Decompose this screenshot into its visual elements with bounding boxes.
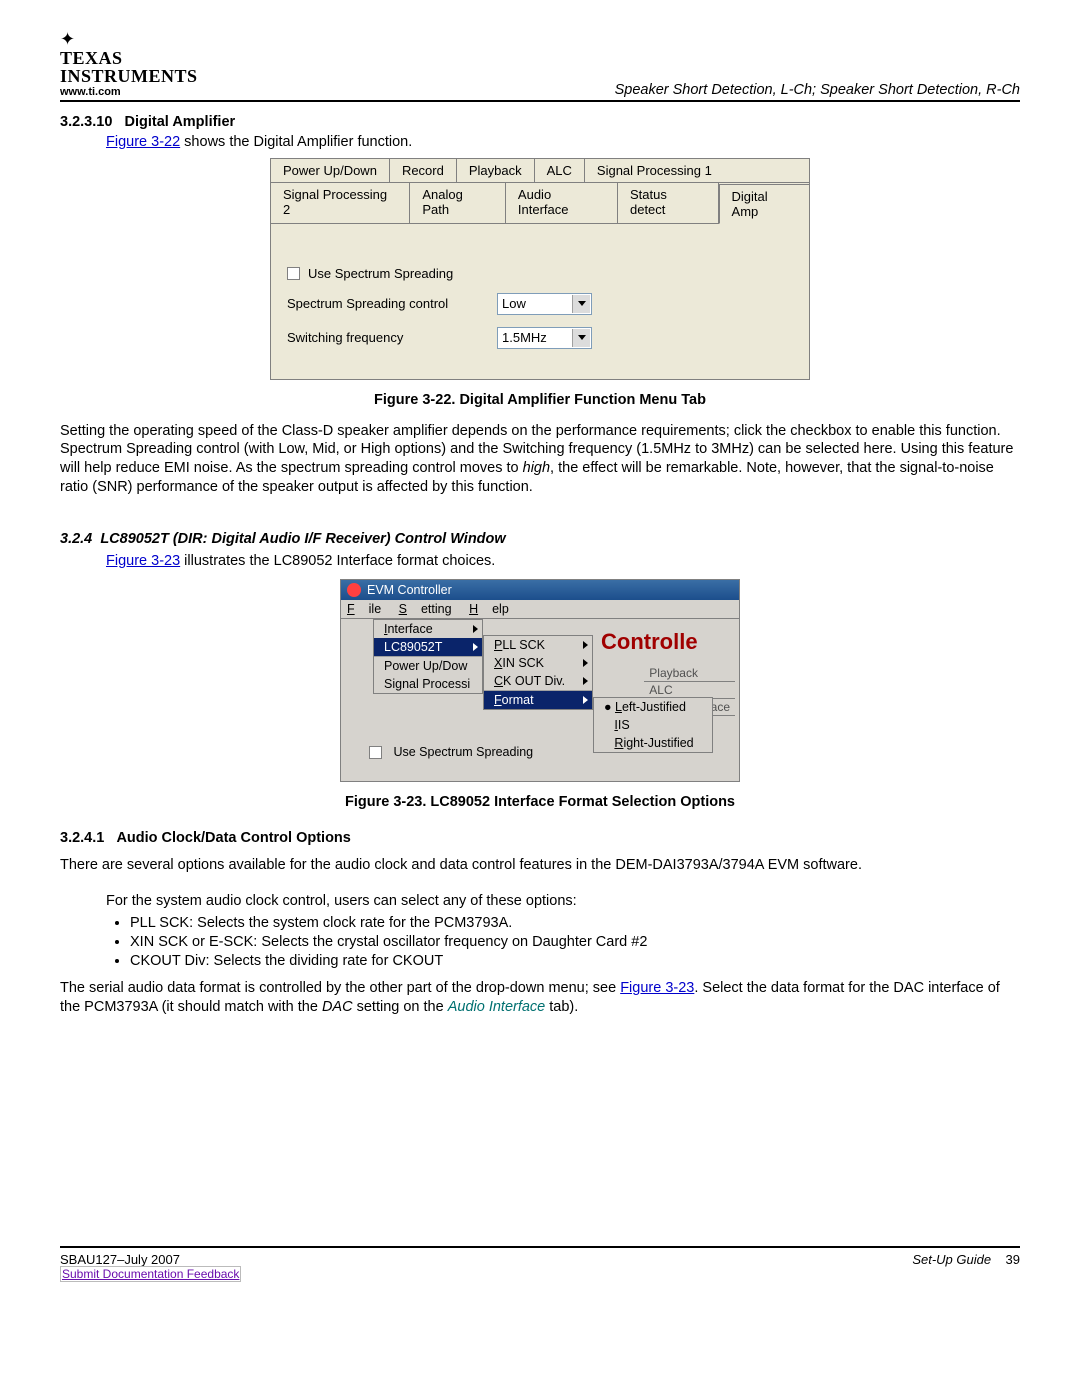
tab-sp2[interactable]: Signal Processing 2 — [271, 183, 410, 223]
page-number: 39 — [1006, 1252, 1020, 1267]
format-submenu: ● Left-Justified IIS Right-Justified — [593, 697, 713, 753]
tab-status[interactable]: Status detect — [618, 183, 719, 223]
audio-interface-emphasis: Audio Interface — [448, 999, 546, 1015]
page-header: ✦ TEXAS INSTRUMENTS www.ti.com Speaker S… — [60, 30, 1020, 102]
menu-help[interactable]: Help — [469, 602, 509, 616]
mi-lc89052t[interactable]: LC89052T — [374, 638, 482, 656]
spreading-control-row: Spectrum Spreading control Low — [287, 293, 793, 315]
window-body: Controlle Playback ALC Audio Interface I… — [341, 619, 739, 781]
tab-playback[interactable]: Playback — [457, 159, 535, 182]
figure-3-23-link-2[interactable]: Figure 3-23 — [620, 980, 694, 996]
app-icon — [347, 583, 361, 597]
section-number: 3.2.4.1 — [60, 830, 104, 846]
mi-xin-sck[interactable]: XIN SCK — [484, 654, 592, 672]
spectrum-spreading-checkbox[interactable] — [287, 267, 300, 280]
setting-menu: Interface LC89052T Power Up/Dow Signal P… — [373, 619, 483, 694]
digital-amp-tab-panel: Power Up/Down Record Playback ALC Signal… — [270, 158, 810, 380]
mi-iis[interactable]: IIS — [594, 716, 712, 734]
spreading-control-label: Spectrum Spreading control — [287, 296, 497, 311]
tab-digital-amp[interactable]: Digital Amp — [719, 184, 809, 224]
para-3241-3: The serial audio data format is controll… — [60, 979, 1020, 1017]
para-spectrum-spreading: Setting the operating speed of the Class… — [60, 422, 1020, 497]
mi-right-justified[interactable]: Right-Justified — [594, 734, 712, 752]
menu-setting[interactable]: Setting — [399, 602, 452, 616]
spectrum-spreading-checkbox-2[interactable] — [369, 746, 382, 759]
tab-record[interactable]: Record — [390, 159, 457, 182]
switching-freq-value: 1.5MHz — [502, 330, 547, 345]
mi-format[interactable]: Format — [484, 690, 592, 709]
figure-3-22-caption: Figure 3-22. Digital Amplifier Function … — [60, 392, 1020, 408]
mi-pll-sck[interactable]: PLL SCK — [484, 636, 592, 654]
ti-chip-icon: ✦ — [60, 30, 198, 49]
mi-power[interactable]: Power Up/Dow — [374, 656, 482, 675]
section-32310-intro: Figure 3-22 shows the Digital Amplifier … — [106, 134, 1020, 150]
section-number: 3.2.4 — [60, 531, 92, 547]
intro-rest: shows the Digital Amplifier function. — [180, 134, 412, 150]
figure-3-22-link[interactable]: Figure 3-22 — [106, 134, 180, 150]
section-324-heading: 3.2.4 LC89052T (DIR: Digital Audio I/F R… — [60, 531, 1020, 547]
list-item: CKOUT Div: Selects the dividing rate for… — [130, 953, 1020, 969]
clock-options-list: PLL SCK: Selects the system clock rate f… — [106, 915, 1020, 969]
page-footer: SBAU127–July 2007 Submit Documentation F… — [60, 1246, 1020, 1281]
submit-feedback-link[interactable]: Submit Documentation Feedback — [60, 1266, 241, 1282]
bg-title: Controlle — [601, 629, 698, 655]
tab-row-1: Power Up/Down Record Playback ALC Signal… — [271, 159, 809, 183]
list-item: PLL SCK: Selects the system clock rate f… — [130, 915, 1020, 931]
lc89052t-submenu: PLL SCK XIN SCK CK OUT Div. Format — [483, 635, 593, 710]
switching-freq-row: Switching frequency 1.5MHz — [287, 327, 793, 349]
section-3241-heading: 3.2.4.1 Audio Clock/Data Control Options — [60, 830, 1020, 846]
window-title: EVM Controller — [367, 583, 452, 597]
header-right-title: Speaker Short Detection, L-Ch; Speaker S… — [615, 82, 1020, 98]
figure-3-23-link[interactable]: Figure 3-23 — [106, 553, 180, 569]
figure-3-23-caption: Figure 3-23. LC89052 Interface Format Se… — [60, 794, 1020, 810]
page: ✦ TEXAS INSTRUMENTS www.ti.com Speaker S… — [0, 0, 1080, 1301]
tab-audio-if[interactable]: Audio Interface — [506, 183, 618, 223]
tab-power[interactable]: Power Up/Down — [271, 159, 390, 182]
spectrum-spreading-label-2: Use Spectrum Spreading — [393, 745, 533, 759]
mi-left-justified[interactable]: ● Left-Justified — [594, 698, 712, 716]
section-title: LC89052T (DIR: Digital Audio I/F Receive… — [100, 531, 505, 547]
para-3241-1: There are several options available for … — [60, 856, 1020, 875]
evm-controller-window: EVM Controller File Setting Help Control… — [340, 579, 740, 782]
list-item: XIN SCK or E-SCK: Selects the crystal os… — [130, 934, 1020, 950]
tab-alc[interactable]: ALC — [535, 159, 585, 182]
guide-label: Set-Up Guide — [912, 1252, 991, 1267]
logo-block: ✦ TEXAS INSTRUMENTS www.ti.com — [60, 30, 198, 98]
mi-signal-proc[interactable]: Signal Processi — [374, 675, 482, 693]
chevron-down-icon — [572, 329, 590, 347]
window-titlebar: EVM Controller — [341, 580, 739, 600]
brand-line2: INSTRUMENTS — [60, 67, 198, 85]
section-324-intro: Figure 3-23 illustrates the LC89052 Inte… — [106, 553, 1020, 569]
brand-url: www.ti.com — [60, 87, 198, 98]
tab-analog[interactable]: Analog Path — [410, 183, 506, 223]
switching-freq-dropdown[interactable]: 1.5MHz — [497, 327, 592, 349]
switching-freq-label: Switching frequency — [287, 330, 497, 345]
brand-line1: TEXAS — [60, 49, 198, 67]
tab-sp1[interactable]: Signal Processing 1 — [585, 159, 724, 182]
dac-emphasis: DAC — [322, 999, 353, 1015]
tab-body: Use Spectrum Spreading Spectrum Spreadin… — [271, 224, 809, 379]
doc-id-date: SBAU127–July 2007 — [60, 1252, 241, 1267]
high-emphasis: high — [523, 460, 550, 476]
spectrum-spreading-row-2: Use Spectrum Spreading — [369, 745, 533, 759]
mi-ckout-div[interactable]: CK OUT Div. — [484, 672, 592, 690]
mi-interface[interactable]: Interface — [374, 620, 482, 638]
para-3241-2: For the system audio clock control, user… — [106, 893, 1020, 909]
menubar: File Setting Help — [341, 600, 739, 619]
spectrum-spreading-label: Use Spectrum Spreading — [308, 266, 453, 281]
section-title: Audio Clock/Data Control Options — [116, 830, 350, 846]
footer-right: Set-Up Guide 39 — [912, 1252, 1020, 1281]
section-number: 3.2.3.10 — [60, 114, 112, 130]
footer-left: SBAU127–July 2007 Submit Documentation F… — [60, 1252, 241, 1281]
chevron-down-icon — [572, 295, 590, 313]
spreading-control-dropdown[interactable]: Low — [497, 293, 592, 315]
section-title: Digital Amplifier — [125, 114, 236, 130]
section-32310-heading: 3.2.3.10 Digital Amplifier — [60, 114, 1020, 130]
tab-row-2: Signal Processing 2 Analog Path Audio In… — [271, 183, 809, 224]
spectrum-spreading-row: Use Spectrum Spreading — [287, 266, 793, 281]
spreading-control-value: Low — [502, 296, 526, 311]
menu-file[interactable]: File — [347, 602, 381, 616]
